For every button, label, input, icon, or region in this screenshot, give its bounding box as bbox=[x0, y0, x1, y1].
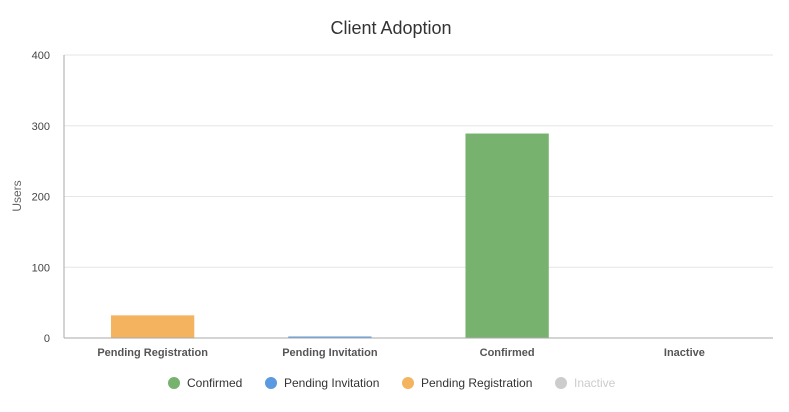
legend-label: Confirmed bbox=[187, 376, 242, 390]
legend-marker bbox=[555, 377, 567, 389]
axes bbox=[63, 55, 773, 339]
legend-item-inactive[interactable]: Inactive bbox=[555, 376, 616, 390]
y-tick-label: 200 bbox=[32, 192, 50, 204]
legend: Confirmed Pending Invitation Pending Regis… bbox=[168, 376, 616, 390]
x-tick-label: Pending Invitation bbox=[282, 347, 378, 359]
legend-marker bbox=[168, 377, 180, 389]
x-tick-label: Confirmed bbox=[480, 347, 535, 359]
legend-item-pending-registration[interactable]: Pending Registration bbox=[402, 376, 532, 390]
y-tick-label: 100 bbox=[32, 262, 50, 274]
legend-item-pending-invitation[interactable]: Pending Invitation bbox=[265, 376, 379, 390]
grid-lines bbox=[64, 54, 773, 268]
x-axis-labels: Pending Registration Pending Invitation Co… bbox=[97, 347, 705, 359]
legend-label: Pending Invitation bbox=[284, 376, 379, 390]
legend-label: Inactive bbox=[574, 376, 616, 390]
y-tick-label: 300 bbox=[32, 121, 50, 133]
legend-label: Pending Registration bbox=[421, 376, 532, 390]
bar-confirmed[interactable] bbox=[465, 133, 549, 338]
y-tick-label: 0 bbox=[44, 333, 50, 345]
legend-item-confirmed[interactable]: Confirmed bbox=[168, 376, 242, 390]
legend-marker bbox=[265, 377, 277, 389]
bars bbox=[110, 133, 549, 339]
legend-marker bbox=[402, 377, 414, 389]
x-tick-label: Pending Registration bbox=[97, 347, 208, 359]
y-tick-label: 400 bbox=[32, 50, 50, 62]
x-tick-label: Inactive bbox=[664, 347, 705, 359]
bar-pending-registration[interactable] bbox=[110, 315, 195, 338]
y-axis-title: Users bbox=[10, 180, 24, 211]
chart-title: Client Adoption bbox=[330, 18, 451, 38]
bar-pending-invitation[interactable] bbox=[288, 336, 372, 339]
y-axis-ticks: 0 100 200 300 400 bbox=[32, 50, 50, 345]
